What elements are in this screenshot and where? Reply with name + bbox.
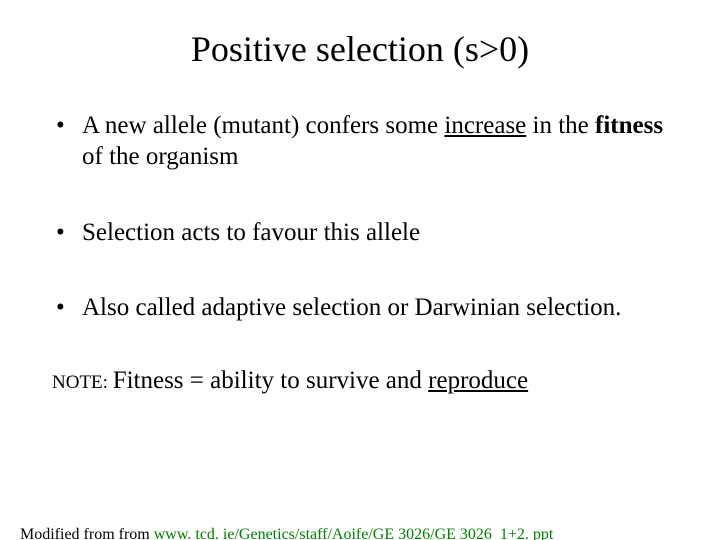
note-text-a: Fitness = ability to survive and	[113, 367, 428, 394]
bullet-item-1: A new allele (mutant) confers some incre…	[52, 110, 668, 173]
footer-prefix: Modified from from	[20, 526, 154, 540]
note-underline: reproduce	[428, 367, 528, 394]
note-label: NOTE:	[52, 372, 113, 393]
bullet-3-text: Also called adaptive selection or Darwin…	[82, 294, 621, 321]
slide-title: Positive selection (s>0)	[0, 28, 720, 70]
bullet-1-text-b: in the	[526, 112, 595, 139]
bullet-2-text: Selection acts to favour this allele	[82, 219, 420, 246]
bullet-1-underline: increase	[444, 112, 526, 139]
slide: Positive selection (s>0) A new allele (m…	[0, 28, 720, 540]
bullet-list: A new allele (mutant) confers some incre…	[52, 110, 668, 323]
bullet-1-text-a: A new allele (mutant) confers some	[82, 112, 444, 139]
note-line: NOTE: Fitness = ability to survive and r…	[0, 367, 720, 395]
footer-url: www. tcd. ie/Genetics/staff/Aoife/GE 302…	[154, 526, 554, 540]
slide-content: A new allele (mutant) confers some incre…	[0, 110, 720, 323]
bullet-item-2: Selection acts to favour this allele	[52, 217, 668, 248]
footer: Modified from from www. tcd. ie/Genetics…	[20, 526, 553, 540]
bullet-1-bold: fitness	[595, 112, 663, 139]
bullet-item-3: Also called adaptive selection or Darwin…	[52, 292, 668, 323]
